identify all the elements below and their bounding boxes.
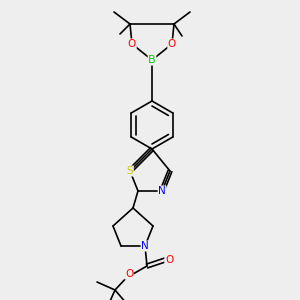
Text: O: O [168, 39, 176, 49]
Text: N: N [158, 186, 166, 196]
Text: O: O [165, 255, 173, 265]
Text: S: S [127, 166, 133, 176]
Text: O: O [128, 39, 136, 49]
Text: N: N [141, 241, 149, 251]
Text: O: O [125, 269, 133, 279]
Text: B: B [148, 55, 156, 65]
